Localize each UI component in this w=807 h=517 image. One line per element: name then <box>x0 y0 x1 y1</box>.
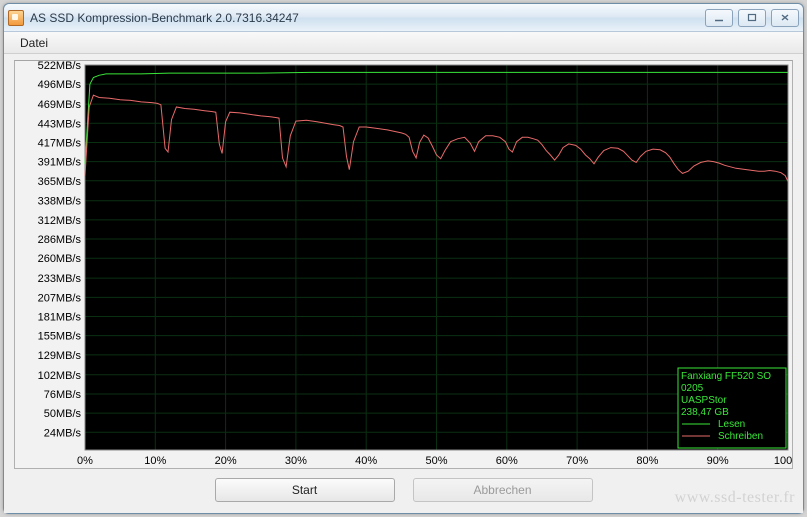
y-tick-label: 312MB/s <box>38 215 82 227</box>
y-tick-label: 496MB/s <box>38 79 82 91</box>
y-tick-label: 233MB/s <box>38 273 82 285</box>
x-tick-label: 100% <box>774 455 792 467</box>
chart-area: 24MB/s 50MB/s 76MB/s 102MB/s 129MB/s 155MB/s 1… <box>14 60 793 469</box>
y-tick-label: 129MB/s <box>38 350 82 362</box>
close-button[interactable] <box>771 9 799 27</box>
window-title: AS SSD Kompression-Benchmark 2.0.7316.34… <box>30 11 705 25</box>
app-icon <box>8 10 24 26</box>
y-tick-label: 181MB/s <box>38 312 82 324</box>
button-row: Start Abbrechen <box>14 475 793 505</box>
y-tick-label: 522MB/s <box>38 61 82 72</box>
info-line: Fanxiang FF520 SO <box>681 371 771 382</box>
y-tick-label: 207MB/s <box>38 292 82 304</box>
client-area: 24MB/s 50MB/s 76MB/s 102MB/s 129MB/s 155MB/s 1… <box>4 54 803 513</box>
minimize-button[interactable] <box>705 9 733 27</box>
x-tick-label: 90% <box>707 455 729 467</box>
x-tick-label: 70% <box>566 455 588 467</box>
legend-label: Schreiben <box>718 431 763 442</box>
y-tick-label: 24MB/s <box>44 427 82 439</box>
x-tick-label: 10% <box>144 455 166 467</box>
y-tick-label: 286MB/s <box>38 234 82 246</box>
info-line: 238,47 GB <box>681 407 729 418</box>
legend-label: Lesen <box>718 419 745 430</box>
chart-svg: 24MB/s 50MB/s 76MB/s 102MB/s 129MB/s 155MB/s 1… <box>15 61 792 468</box>
menu-file[interactable]: Datei <box>12 34 56 52</box>
titlebar[interactable]: AS SSD Kompression-Benchmark 2.0.7316.34… <box>4 4 803 32</box>
menubar: Datei <box>4 32 803 54</box>
x-tick-label: 50% <box>425 455 447 467</box>
x-tick-label: 20% <box>215 455 237 467</box>
y-tick-label: 469MB/s <box>38 99 82 111</box>
y-tick-label: 102MB/s <box>38 370 82 382</box>
y-tick-label: 50MB/s <box>44 408 82 420</box>
y-tick-label: 417MB/s <box>38 137 82 149</box>
y-tick-label: 365MB/s <box>38 176 82 188</box>
x-tick-label: 0% <box>77 455 93 467</box>
x-tick-label: 60% <box>496 455 518 467</box>
info-line: 0205 <box>681 383 704 394</box>
y-tick-label: 338MB/s <box>38 196 82 208</box>
app-window: AS SSD Kompression-Benchmark 2.0.7316.34… <box>3 3 804 514</box>
y-tick-label: 260MB/s <box>38 253 82 265</box>
y-tick-label: 391MB/s <box>38 157 82 169</box>
x-tick-label: 40% <box>355 455 377 467</box>
info-line: UASPStor <box>681 395 727 406</box>
y-tick-label: 443MB/s <box>38 118 82 130</box>
maximize-button[interactable] <box>738 9 766 27</box>
start-button[interactable]: Start <box>215 478 395 502</box>
y-tick-label: 155MB/s <box>38 331 82 343</box>
x-tick-label: 30% <box>285 455 307 467</box>
abort-button[interactable]: Abbrechen <box>413 478 593 502</box>
y-tick-label: 76MB/s <box>44 389 82 401</box>
window-controls <box>705 9 799 27</box>
x-tick-label: 80% <box>636 455 658 467</box>
